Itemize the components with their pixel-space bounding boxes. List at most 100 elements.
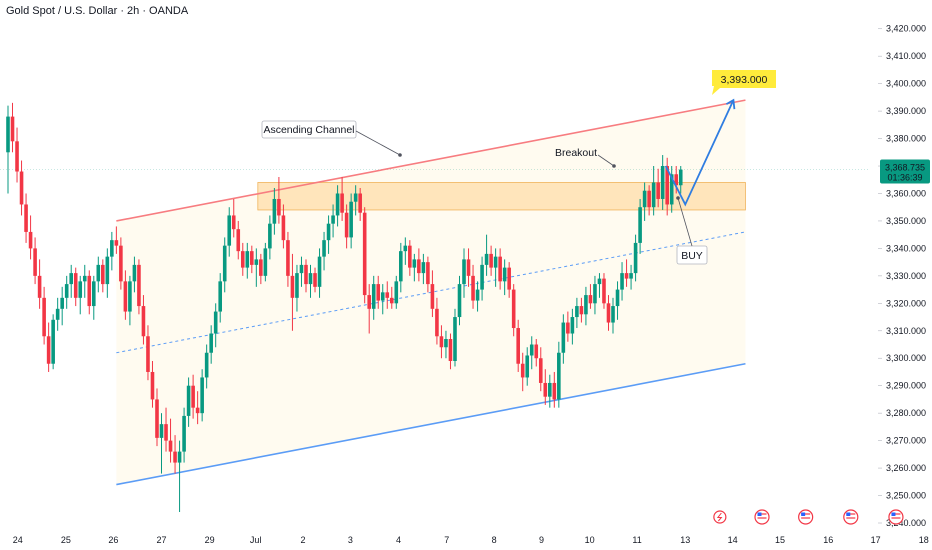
- candle[interactable]: [105, 256, 110, 285]
- candle[interactable]: [529, 344, 534, 356]
- candle[interactable]: [362, 212, 367, 296]
- candle[interactable]: [91, 281, 96, 307]
- candle[interactable]: [78, 281, 83, 298]
- candle[interactable]: [561, 322, 566, 353]
- candle[interactable]: [204, 352, 209, 378]
- projection-path[interactable]: [664, 99, 735, 207]
- candle[interactable]: [453, 317, 457, 361]
- candle[interactable]: [73, 273, 78, 298]
- candle[interactable]: [647, 190, 651, 208]
- candle[interactable]: [245, 251, 250, 268]
- candle[interactable]: [678, 169, 683, 186]
- candle[interactable]: [593, 284, 597, 304]
- candle[interactable]: [42, 297, 46, 337]
- candle[interactable]: [439, 336, 444, 348]
- candle[interactable]: [191, 385, 195, 408]
- candle[interactable]: [511, 289, 516, 329]
- candle[interactable]: [344, 212, 349, 238]
- candle[interactable]: [656, 182, 660, 199]
- candle[interactable]: [268, 223, 272, 249]
- candle[interactable]: [6, 116, 10, 153]
- candle[interactable]: [46, 336, 51, 364]
- candle[interactable]: [543, 382, 548, 397]
- candle[interactable]: [498, 256, 502, 282]
- candle[interactable]: [611, 306, 615, 323]
- candle[interactable]: [259, 259, 263, 276]
- candle[interactable]: [480, 264, 484, 290]
- candle[interactable]: [60, 297, 64, 309]
- candle[interactable]: [651, 182, 656, 208]
- candle[interactable]: [231, 215, 236, 230]
- candle[interactable]: [660, 166, 665, 199]
- candle[interactable]: [24, 204, 28, 232]
- candle[interactable]: [417, 259, 421, 274]
- candle[interactable]: [389, 297, 394, 304]
- candle[interactable]: [308, 273, 313, 285]
- candle[interactable]: [236, 229, 241, 252]
- us-flag-icon[interactable]: [798, 509, 814, 525]
- candle[interactable]: [457, 284, 462, 318]
- candle[interactable]: [177, 451, 182, 463]
- candle[interactable]: [394, 281, 399, 304]
- candle[interactable]: [119, 245, 123, 282]
- candle[interactable]: [64, 284, 69, 298]
- candle[interactable]: [475, 289, 480, 301]
- candle[interactable]: [304, 264, 308, 285]
- candle[interactable]: [376, 284, 381, 301]
- candle[interactable]: [421, 262, 426, 274]
- channel-label-box[interactable]: [261, 120, 357, 139]
- candle[interactable]: [159, 424, 164, 438]
- candle[interactable]: [584, 295, 588, 315]
- candle[interactable]: [299, 264, 304, 274]
- channel-upper-line[interactable]: [116, 99, 746, 222]
- candle[interactable]: [340, 193, 344, 213]
- candle[interactable]: [520, 363, 525, 378]
- candle[interactable]: [218, 281, 223, 312]
- candle[interactable]: [155, 399, 159, 438]
- candle[interactable]: [240, 251, 245, 268]
- candle[interactable]: [642, 190, 647, 208]
- candle[interactable]: [150, 371, 155, 400]
- candle[interactable]: [250, 251, 254, 265]
- candle[interactable]: [349, 201, 353, 238]
- candle[interactable]: [128, 281, 132, 312]
- candle[interactable]: [272, 198, 277, 224]
- candle[interactable]: [557, 352, 561, 400]
- candle[interactable]: [101, 264, 105, 285]
- candle[interactable]: [51, 319, 55, 364]
- candle[interactable]: [15, 141, 19, 172]
- candle[interactable]: [227, 215, 232, 246]
- candle[interactable]: [516, 328, 520, 364]
- candle[interactable]: [566, 322, 570, 334]
- candle[interactable]: [484, 253, 489, 265]
- candle[interactable]: [290, 275, 295, 298]
- candle[interactable]: [624, 273, 629, 279]
- candle[interactable]: [28, 231, 33, 249]
- candle[interactable]: [33, 248, 37, 276]
- candle[interactable]: [367, 295, 371, 309]
- candle[interactable]: [110, 240, 114, 257]
- candle[interactable]: [408, 245, 412, 268]
- candle[interactable]: [466, 259, 471, 276]
- candle[interactable]: [263, 248, 268, 276]
- candle[interactable]: [213, 311, 218, 334]
- candle[interactable]: [489, 253, 493, 268]
- candle[interactable]: [538, 358, 543, 383]
- candle[interactable]: [10, 116, 15, 142]
- candle[interactable]: [633, 242, 638, 274]
- candle[interactable]: [462, 259, 466, 285]
- candle[interactable]: [168, 440, 173, 452]
- candle[interactable]: [570, 317, 575, 334]
- candle[interactable]: [674, 174, 679, 186]
- candle[interactable]: [146, 336, 150, 372]
- candle[interactable]: [385, 292, 390, 298]
- candle[interactable]: [286, 240, 290, 276]
- us-flag-icon[interactable]: [754, 509, 770, 525]
- candle[interactable]: [353, 193, 358, 202]
- candle[interactable]: [137, 264, 141, 307]
- candle[interactable]: [371, 284, 376, 309]
- candle[interactable]: [471, 275, 475, 301]
- candle[interactable]: [295, 273, 299, 298]
- candle[interactable]: [448, 339, 453, 361]
